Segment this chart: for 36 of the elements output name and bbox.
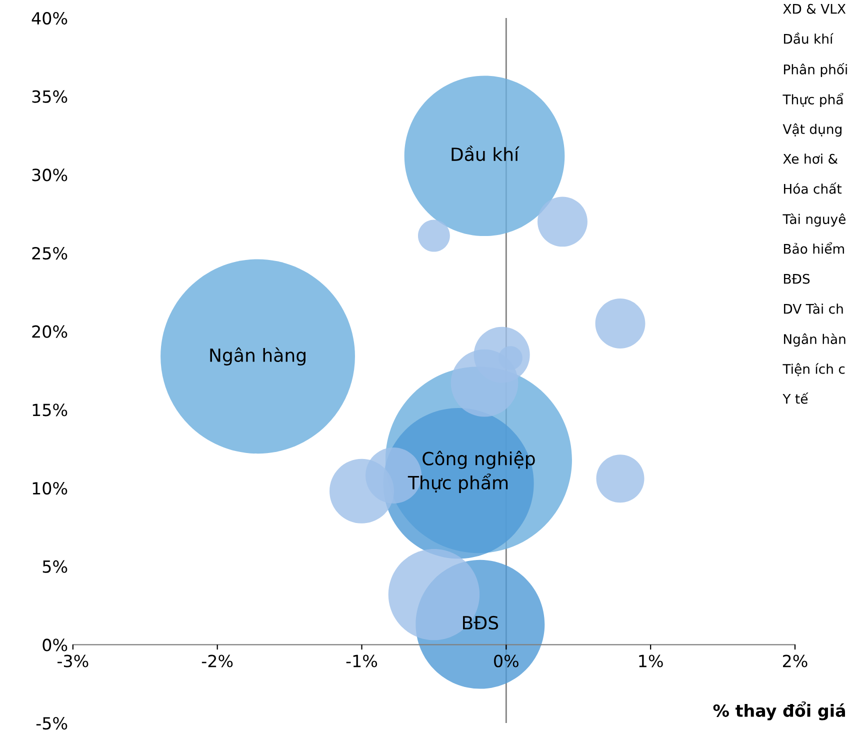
- y-tick-label: 10%: [32, 482, 68, 495]
- annotation: Thực phẩ: [782, 92, 844, 108]
- y-tick-label: 30%: [32, 168, 68, 182]
- annotation: Dầu khí: [784, 32, 834, 44]
- y-tick-label: 25%: [32, 246, 68, 260]
- x-tick-label: -1%: [346, 654, 378, 668]
- y-tick-label: 0%: [42, 638, 68, 652]
- x-axis-title: % thay đổi giá: [713, 701, 845, 720]
- annotation: Tài nguyê: [782, 213, 846, 227]
- y-tick-label: 35%: [32, 90, 68, 103]
- x-tick-label: 0%: [494, 654, 518, 668]
- annotation: DV Tài ch: [784, 303, 843, 314]
- x-tick-label: -3%: [58, 654, 88, 668]
- annotation: Bảo hiểm: [784, 242, 844, 254]
- y-tick-label: 5%: [42, 560, 68, 573]
- annotation: Phân phối: [784, 63, 847, 77]
- y-tick-label: 20%: [32, 325, 68, 338]
- annotation: BĐS: [784, 274, 810, 284]
- annotation: Ngân hàn: [784, 333, 846, 347]
- annotation: Thực phẩm: [408, 474, 508, 493]
- annotation: Tiện ích c: [782, 363, 845, 376]
- annotation: BĐS: [463, 616, 498, 630]
- x-tick-label: -2%: [202, 654, 233, 668]
- y-tick-label: 40%: [32, 12, 68, 25]
- annotation: Vật dụng: [782, 123, 842, 137]
- annotation: Ngân hàng: [210, 347, 306, 366]
- y-tick-label: 15%: [32, 404, 68, 416]
- annotation: Y tế: [782, 392, 808, 404]
- annotation: Hóa chất: [784, 182, 842, 194]
- annotation: Công nghiệp: [422, 450, 535, 469]
- annotation: Dầu khí: [452, 146, 520, 162]
- x-tick-label: 1%: [639, 654, 663, 668]
- y-tick-label: -5%: [36, 716, 68, 730]
- text: XD & VLX: [783, 4, 846, 14]
- x-tick-label: 2%: [783, 654, 808, 668]
- annotation: Xe hơi &: [783, 154, 838, 164]
